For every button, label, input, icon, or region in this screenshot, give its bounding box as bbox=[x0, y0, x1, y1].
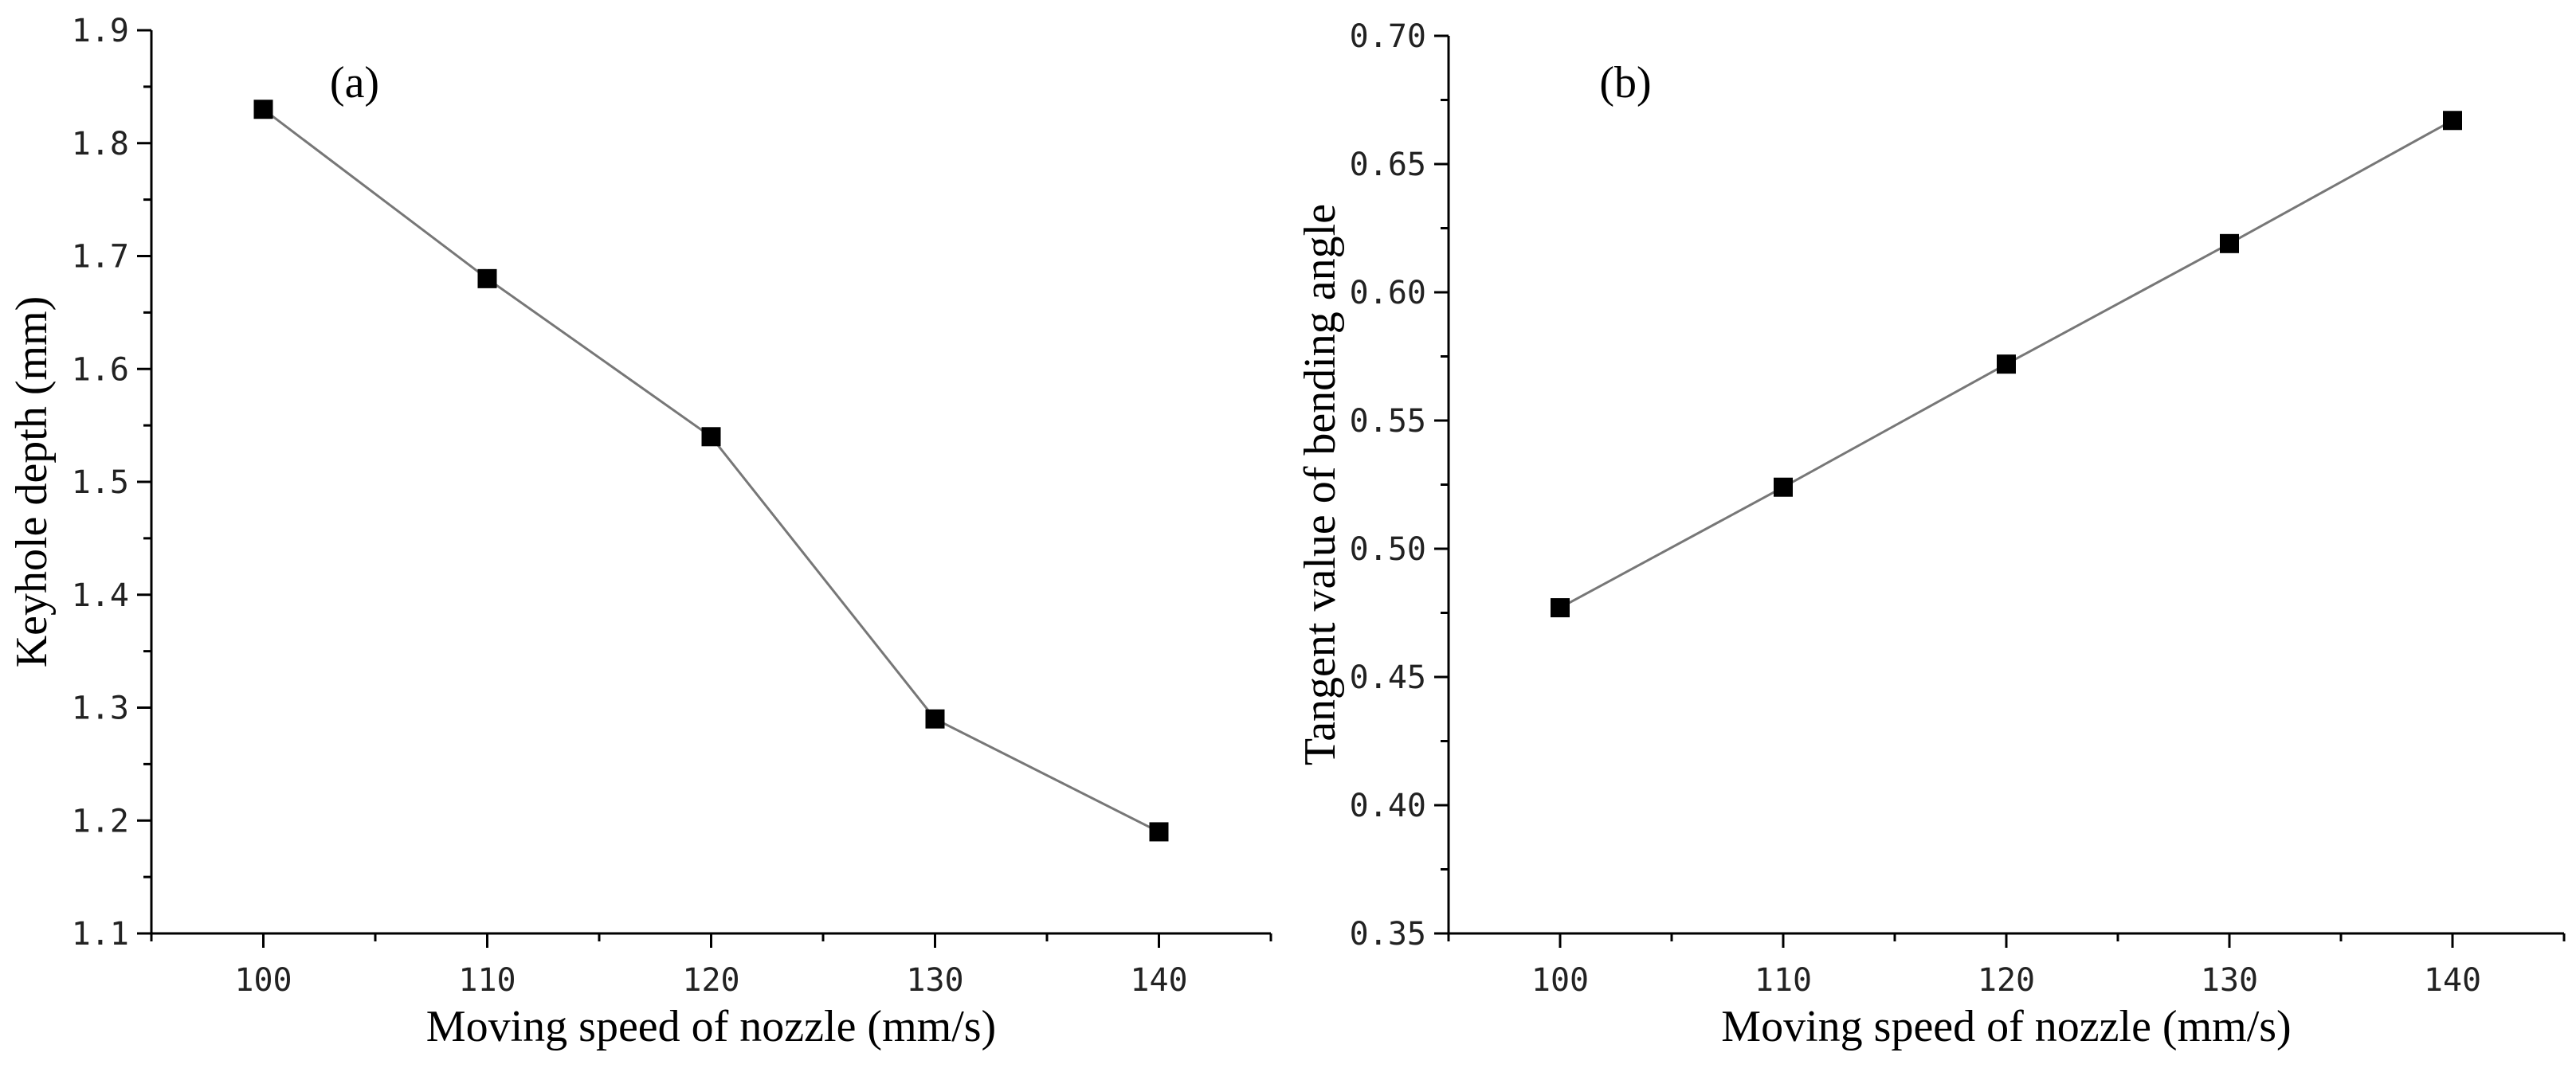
data-point bbox=[1551, 598, 1570, 618]
data-point bbox=[1774, 477, 1793, 497]
y-tick-label: 0.60 bbox=[1350, 275, 1426, 311]
chart-a: 1.1 1.2 1.3 1.4 1.5 1.6 1.7 1.8 1.9 100 110 120 130 1… bbox=[7, 13, 1272, 1051]
y-tick-label: 1.2 bbox=[72, 803, 129, 839]
x-tick-label: 130 bbox=[906, 962, 963, 999]
x-tick-label: 100 bbox=[1531, 962, 1589, 999]
y-tick-label: 1.6 bbox=[72, 351, 129, 388]
y-tick-label: 1.4 bbox=[72, 577, 129, 614]
data-point bbox=[1149, 822, 1169, 842]
y-tick-label: 0.55 bbox=[1350, 403, 1426, 440]
data-point bbox=[477, 268, 497, 288]
x-tick-label: 120 bbox=[682, 962, 739, 999]
y-tick-label: 0.70 bbox=[1350, 18, 1426, 55]
y-tick-label: 1.9 bbox=[72, 13, 129, 49]
panel-label: (b) bbox=[1599, 58, 1651, 108]
y-tick-label: 1.7 bbox=[72, 239, 129, 276]
y-tick-label: 1.1 bbox=[72, 916, 129, 953]
data-point bbox=[925, 709, 945, 729]
series-line bbox=[262, 108, 1160, 833]
y-tick-label: 0.45 bbox=[1350, 659, 1426, 696]
x-tick-label: 140 bbox=[2424, 962, 2481, 999]
y-tick-label: 0.65 bbox=[1350, 147, 1426, 183]
x-tick-label: 140 bbox=[1130, 962, 1187, 999]
panel-label: (a) bbox=[330, 58, 379, 108]
y-axis-title: Keyhole depth (mm) bbox=[7, 296, 57, 668]
y-tick-label: 1.8 bbox=[72, 126, 129, 162]
y-tick-label: 0.50 bbox=[1350, 531, 1426, 568]
data-point bbox=[253, 100, 273, 119]
data-point bbox=[1997, 354, 2016, 374]
data-point bbox=[2443, 111, 2462, 131]
x-tick-label: 110 bbox=[1755, 962, 1812, 999]
x-tick-label: 120 bbox=[1978, 962, 2035, 999]
y-axis-title: Tangent value of bending angle bbox=[1296, 204, 1345, 765]
x-tick-label: 100 bbox=[234, 962, 292, 999]
y-tick-label: 1.3 bbox=[72, 691, 129, 727]
x-tick-label: 130 bbox=[2201, 962, 2258, 999]
x-axis-title: Moving speed of nozzle (mm/s) bbox=[1721, 1002, 2291, 1051]
y-tick-label: 1.5 bbox=[72, 464, 129, 501]
y-tick-label: 0.35 bbox=[1350, 916, 1426, 953]
chart-b: 0.35 0.40 0.45 0.50 0.55 0.60 0.65 0.70 100 110 12… bbox=[1296, 18, 2566, 1051]
x-tick-label: 110 bbox=[458, 962, 516, 999]
y-tick-label: 0.40 bbox=[1350, 788, 1426, 824]
data-point bbox=[701, 427, 721, 447]
x-axis-title: Moving speed of nozzle (mm/s) bbox=[426, 1002, 996, 1051]
data-point bbox=[2220, 233, 2239, 253]
